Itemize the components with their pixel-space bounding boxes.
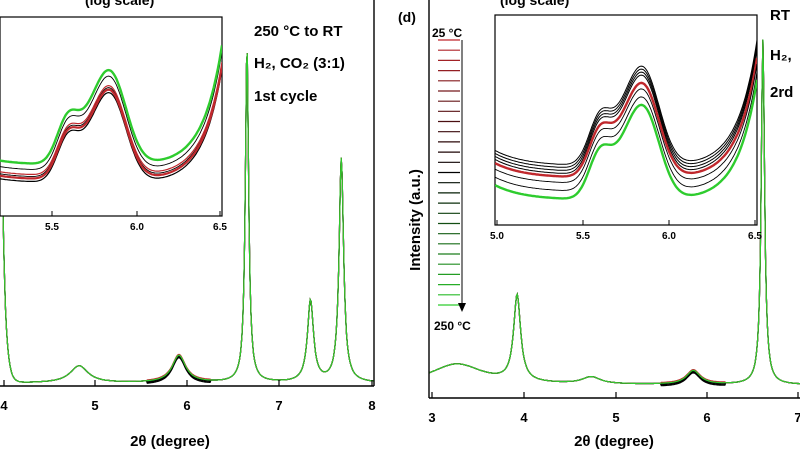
panel-d-annot-line-2: H₂,: [770, 47, 792, 64]
panel-c-annotation: 250 °C to RT H₂, CO₂ (3:1) 1st cycle: [254, 23, 345, 105]
panel-d-annotation: RT H₂, 2rd: [770, 7, 793, 101]
temperature-legend: 25 °C 250 °C: [432, 26, 471, 333]
panel-d-x-tick-label: 4: [520, 410, 528, 425]
panel-c-inset-tick-label: 6.5: [213, 222, 227, 233]
curve-4: [1, 53, 375, 383]
inset-curve-0: [495, 39, 757, 165]
inset-curve-6: [495, 71, 757, 191]
panel-c: (log scale) 4 5 6 7 8 2θ (degree) 250 °C to …: [0, 0, 376, 450]
temp-arrow-head: [458, 303, 466, 312]
temp-start-label: 25 °C: [432, 26, 462, 40]
inset-curve-4: [0, 51, 222, 170]
inset-curve-2: [495, 45, 757, 171]
inset-curve-1: [0, 63, 222, 177]
panel-c-x-tick-label: 8: [368, 398, 375, 413]
panel-d-inset-tick-label: 6.0: [662, 231, 676, 242]
panel-d-x-tick-label: 7: [794, 410, 800, 425]
panel-d-inset-curves: [495, 39, 757, 200]
panel-c-inset-frame: [0, 16, 223, 217]
panel-d-inset-ticks: 5.0 5.5 6.0 6.5: [490, 220, 762, 242]
inset-curve-3: [0, 61, 222, 175]
panel-c-x-tick-label: 7: [275, 398, 282, 413]
panel-d-x-tick-label: 5: [612, 410, 619, 425]
panel-d-inset-tick-label: 5.0: [490, 231, 504, 242]
inset-curve-2: [0, 65, 222, 180]
panel-d-label: (d): [398, 9, 416, 25]
panel-d-curves: [428, 39, 800, 387]
panel-c-x-ticks: 4 5 6 7 8: [0, 380, 376, 413]
panel-c-x-tick-label: 6: [183, 398, 190, 413]
panel-c-annot-line-1: 250 °C to RT: [254, 23, 343, 40]
inset-curve-3: [495, 48, 757, 174]
panel-d-x-label: 2θ (degree): [574, 433, 654, 450]
inset-curve-5: [0, 45, 222, 165]
panel-c-annot-line-2: H₂, CO₂ (3:1): [254, 55, 345, 72]
panel-d-annot-line-3: 2rd: [770, 84, 793, 101]
panel-d-inset: 5.0 5.5 6.0 6.5: [490, 14, 762, 242]
inset-curve-7: [495, 79, 757, 200]
inset-curve-1: [495, 42, 757, 168]
panel-c-inset-curves: [0, 45, 222, 182]
panel-d-annot-line-1: RT: [770, 7, 790, 24]
inset-curve-4: [495, 57, 757, 178]
panel-c-x-tick-label: 4: [0, 398, 8, 413]
panel-d: (d) (log scale) Intensity (a.u.) 3 4 5 6 7 2…: [398, 0, 800, 450]
panel-d-title: (log scale): [500, 0, 569, 8]
panel-d-x-ticks: 3 4 5 6 7: [428, 392, 800, 425]
curve-4: [428, 39, 800, 385]
panel-d-y-label: Intensity (a.u.): [407, 169, 424, 271]
panel-d-x-tick-label: 6: [703, 410, 710, 425]
inset-curve-0: [0, 68, 222, 182]
panel-c-curves: [1, 53, 375, 384]
panel-c-annot-line-3: 1st cycle: [254, 88, 317, 105]
panel-d-inset-tick-label: 5.5: [576, 231, 590, 242]
panel-c-title: (log scale): [85, 0, 154, 8]
panel-c-x-tick-label: 5: [91, 398, 98, 413]
temp-end-label: 250 °C: [434, 319, 471, 333]
temp-steps: [438, 39, 460, 306]
panel-c-x-label: 2θ (degree): [130, 433, 210, 450]
panel-d-inset-tick-label: 6.5: [748, 231, 762, 242]
panel-c-inset-tick-label: 5.5: [45, 222, 59, 233]
panel-c-inset-tick-label: 6.0: [130, 222, 144, 233]
panel-d-x-tick-label: 3: [428, 410, 435, 425]
inset-curve-5: [495, 63, 757, 183]
panel-c-inset: 5.5 6.0 6.5: [0, 16, 227, 233]
panel-c-inset-ticks: 5.5 6.0 6.5: [45, 211, 227, 233]
